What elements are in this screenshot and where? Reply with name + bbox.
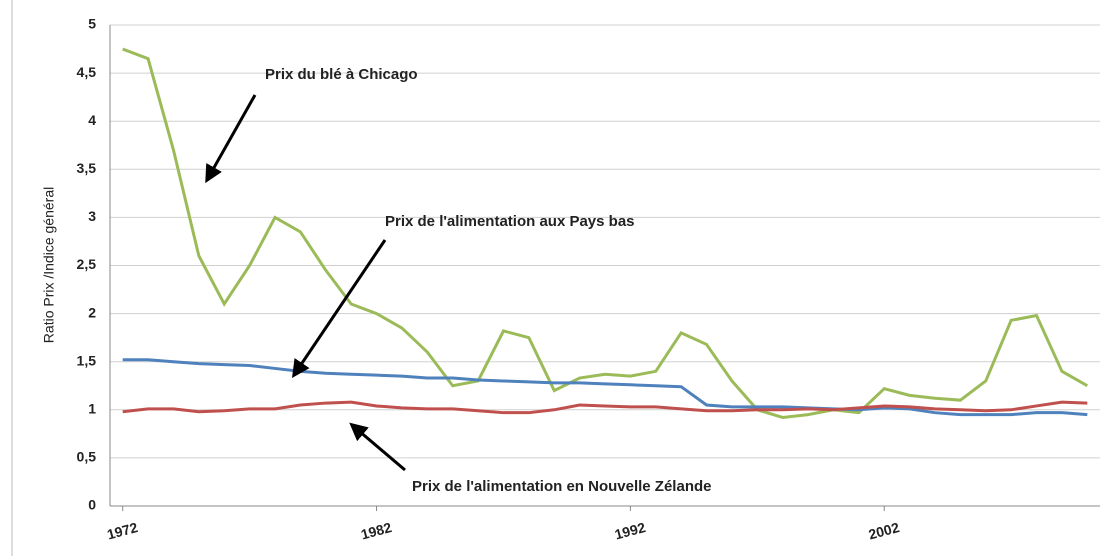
y-tick-label: 1 [88,401,96,417]
y-tick-label: 3 [88,208,96,224]
annotation-arrow [291,239,387,378]
annotation: Prix de l'alimentation en Nouvelle Zélan… [412,478,711,495]
y-tick-label: 3,5 [77,160,97,176]
y-tick-label: 5 [88,16,96,32]
annotation-arrow [349,422,406,472]
annotation-arrow [205,94,257,184]
annotation: Prix du blé à Chicago [265,66,418,83]
x-tick-label: 2002 [867,519,901,543]
x-tick-label: 1982 [359,519,393,543]
y-tick-label: 1,5 [77,352,97,368]
x-tick-label: 1992 [613,519,647,543]
y-tick-label: 2,5 [77,256,97,272]
x-tick-label: 1972 [105,519,139,543]
y-tick-label: 0,5 [77,449,97,465]
y-tick-label: 4 [88,112,96,128]
y-tick-label: 0 [88,497,96,513]
y-tick-label: 2 [88,304,96,320]
y-tick-label: 4,5 [77,64,97,80]
series-line [122,47,1089,420]
series-line [122,358,1088,417]
series-line [122,400,1088,415]
annotation: Prix de l'alimentation aux Pays bas [385,213,635,230]
y-axis-label: Ratio Prix /Indice général [41,187,57,343]
